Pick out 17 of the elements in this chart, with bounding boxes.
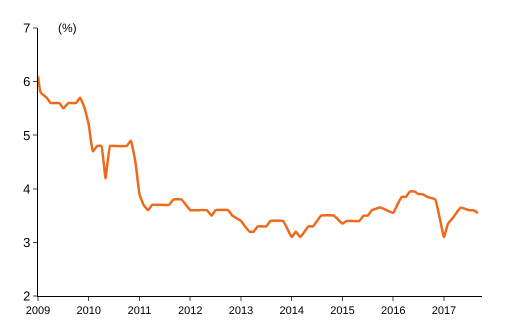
x-tick-label: 2013 <box>228 305 254 318</box>
x-tick-label: 2009 <box>26 305 50 318</box>
y-tick-label: 7 <box>23 20 30 36</box>
y-tick-label: 6 <box>23 74 30 90</box>
x-tick-label: 2010 <box>76 305 101 318</box>
x-tick-label: 2015 <box>330 305 355 318</box>
x-tick-label: 2014 <box>279 305 304 318</box>
y-tick-label: 3 <box>23 234 30 250</box>
y-tick-label: 4 <box>23 181 30 196</box>
x-tick-label: 2016 <box>380 305 406 318</box>
x-tick-label: 2011 <box>128 305 152 318</box>
x-tick-label: 2012 <box>178 305 202 318</box>
y-tick-label: 2 <box>23 288 30 304</box>
y-tick-label: 5 <box>23 128 30 143</box>
line-series <box>38 74 480 238</box>
x-tick-label: 2017 <box>432 305 456 318</box>
y-axis-title: (%) <box>58 21 77 35</box>
